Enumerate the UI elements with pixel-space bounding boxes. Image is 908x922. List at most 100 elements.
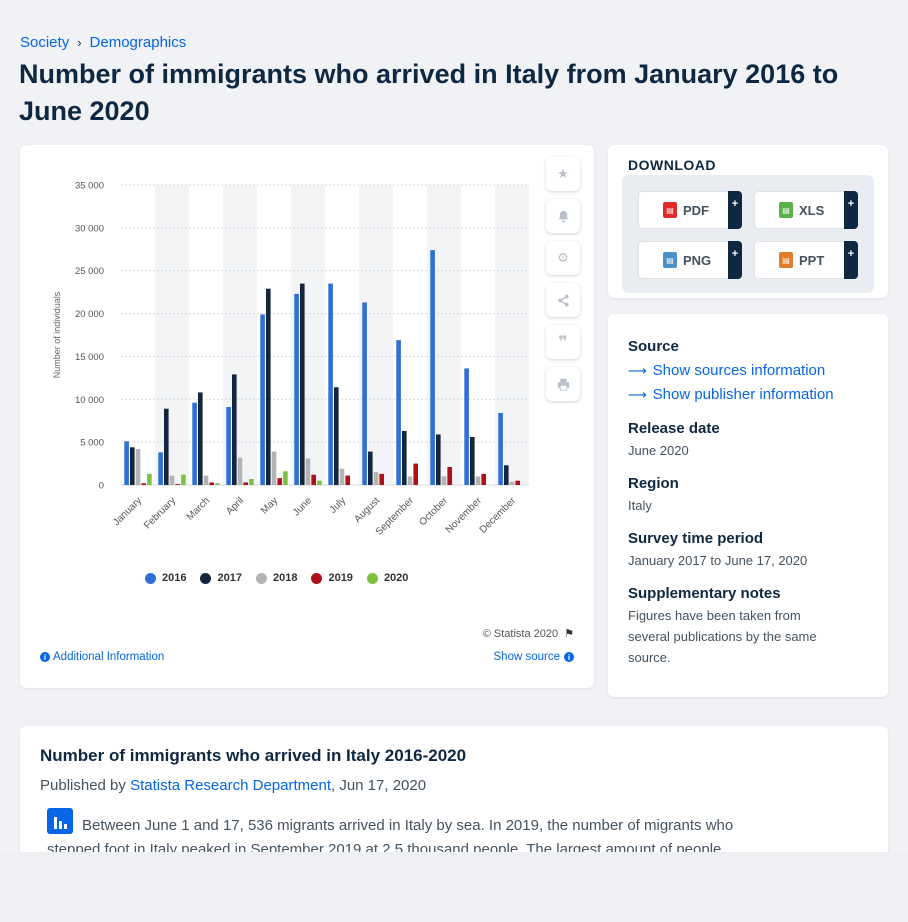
cite-button[interactable]: ❞: [546, 325, 580, 359]
page-title: Number of immigrants who arrived in Ital…: [19, 59, 839, 126]
bar-2020: [181, 474, 186, 485]
article-title: Number of immigrants who arrived in Ital…: [40, 746, 467, 765]
legend-item-2020[interactable]: 2020: [366, 572, 409, 584]
bar-2016: [430, 250, 435, 485]
legend-item-2017[interactable]: 2017: [200, 572, 242, 584]
legend-label: 2019: [328, 572, 353, 584]
y-tick-label: 5 000: [80, 438, 104, 449]
download-png-button[interactable]: ▤ PNG +: [638, 241, 742, 279]
notification-button[interactable]: [546, 199, 580, 233]
bar-chart: 0 5 000 10 000 15 000 20 000 25 000 30 000 35 0…: [52, 181, 529, 538]
bar-2017: [300, 283, 305, 485]
x-tick-label: May: [259, 495, 280, 516]
bar-2020: [249, 479, 254, 485]
column-band: [155, 185, 189, 485]
bar-2020: [283, 471, 288, 485]
png-plus-button[interactable]: +: [728, 241, 742, 279]
bar-2018: [475, 476, 481, 485]
y-tick-label: 20 000: [75, 309, 104, 320]
show-sources-label: Show sources information: [652, 362, 826, 379]
bar-2019: [311, 474, 316, 485]
y-tick-label: 0: [99, 481, 104, 492]
download-pdf-button[interactable]: ▤ PDF +: [638, 191, 742, 229]
legend-marker: [200, 572, 212, 584]
publisher-link[interactable]: Statista Research Department: [130, 777, 331, 794]
x-tick-label: June: [291, 495, 314, 518]
bar-2020: [215, 483, 220, 485]
bar-2019: [277, 478, 282, 485]
y-tick-label: 30 000: [75, 223, 104, 234]
bar-2018: [237, 457, 243, 485]
y-tick-label: 10 000: [75, 395, 104, 406]
bar-2019: [379, 473, 384, 485]
bar-chart-icon: [47, 808, 73, 834]
x-tick-label: August: [352, 495, 382, 525]
supplementary-notes-label: Supplementary notes: [628, 585, 781, 602]
bar-2019: [209, 482, 214, 485]
ppt-label: PPT: [799, 252, 825, 268]
bar-2018: [373, 472, 379, 485]
source-info-card: Source ⟶ Show sources information ⟶ Show…: [608, 314, 888, 697]
arrow-right-icon: ⟶: [628, 386, 647, 402]
xls-plus-button[interactable]: +: [844, 191, 858, 229]
bar-2019: [447, 467, 452, 485]
pdf-plus-button[interactable]: +: [728, 191, 742, 229]
bar-2017: [164, 408, 169, 485]
bar-2019: [481, 473, 486, 485]
png-label: PNG: [683, 252, 712, 268]
download-ppt-button[interactable]: ▤ PPT +: [754, 241, 858, 279]
additional-information-link[interactable]: i Additional Information: [40, 651, 164, 663]
print-button[interactable]: [546, 367, 580, 401]
flag-icon[interactable]: ⚑: [564, 628, 574, 640]
breadcrumb: Society › Demographics: [20, 34, 186, 51]
favorite-button[interactable]: ★: [546, 157, 580, 191]
share-button[interactable]: [546, 283, 580, 317]
release-date-label: Release date: [628, 420, 720, 437]
bar-2016: [226, 407, 231, 485]
show-source-label: Show source: [493, 651, 560, 663]
bar-2017: [232, 374, 237, 485]
bar-2017: [130, 447, 135, 485]
show-publisher-link[interactable]: ⟶ Show publisher information: [628, 386, 834, 403]
bar-2018: [135, 449, 141, 485]
bell-icon: [558, 210, 568, 222]
xls-file-icon: ▤: [779, 202, 793, 218]
legend-label: 2017: [217, 572, 242, 584]
legend-item-2018[interactable]: 2018: [255, 572, 297, 584]
legend-label: 2020: [383, 572, 409, 584]
download-xls-button[interactable]: ▤ XLS +: [754, 191, 858, 229]
legend-marker: [366, 572, 378, 584]
bar-2018: [305, 458, 311, 485]
info-icon: i: [564, 652, 574, 662]
bar-2016: [124, 441, 129, 485]
chart-copyright: © Statista 2020 ⚑: [483, 627, 574, 641]
bar-2018: [509, 481, 515, 485]
breadcrumb-demographics[interactable]: Demographics: [89, 34, 187, 51]
bar-2019: [413, 463, 418, 485]
quote-icon: ❞: [558, 334, 568, 351]
legend-item-2016[interactable]: 2016: [145, 572, 186, 584]
source-label: Source: [628, 338, 679, 355]
bar-2017: [198, 392, 203, 485]
settings-button[interactable]: ⚙: [546, 241, 580, 275]
star-icon: ★: [557, 166, 569, 181]
bar-2017: [436, 434, 441, 485]
breadcrumb-society[interactable]: Society: [20, 34, 70, 51]
bar-2016: [158, 452, 163, 485]
bar-2019: [345, 475, 350, 485]
x-tick-label: April: [224, 495, 246, 517]
ppt-plus-button[interactable]: +: [844, 241, 858, 279]
y-tick-label: 35 000: [75, 181, 104, 192]
show-source-link[interactable]: Show source i: [494, 651, 574, 663]
gear-icon: ⚙: [557, 250, 569, 265]
show-sources-link[interactable]: ⟶ Show sources information: [628, 362, 825, 379]
y-tick-label: 15 000: [75, 352, 104, 363]
y-axis-label: Number of individuals: [52, 291, 62, 378]
legend-item-2019[interactable]: 2019: [311, 572, 353, 584]
x-tick-label: October: [417, 495, 450, 528]
show-publisher-label: Show publisher information: [652, 386, 834, 403]
pdf-file-icon: ▤: [663, 202, 677, 218]
bar-2019: [243, 482, 248, 485]
download-title: DOWNLOAD: [628, 157, 716, 173]
bar-2018: [339, 468, 345, 485]
